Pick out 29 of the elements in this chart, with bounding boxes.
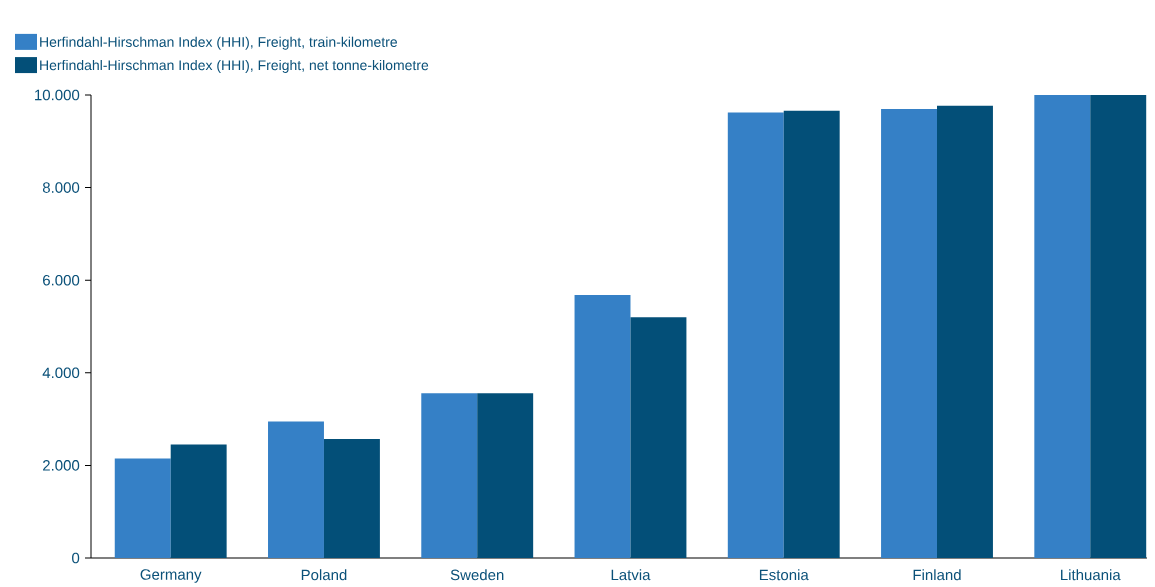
y-tick-label: 6.000 xyxy=(43,274,80,286)
bar xyxy=(937,105,993,558)
bar xyxy=(1090,95,1147,558)
bar xyxy=(1034,95,1091,558)
bar xyxy=(574,295,631,558)
bar xyxy=(170,444,227,558)
y-tick-label: 8.000 xyxy=(42,182,80,193)
x-tick-label: Latvia xyxy=(611,569,651,581)
x-tick-label: Lithuania xyxy=(1061,569,1121,581)
y-tick-label: 2.000 xyxy=(43,460,80,471)
bar xyxy=(881,108,937,558)
bar xyxy=(477,393,534,558)
x-tick-label: Estonia xyxy=(759,569,809,581)
y-tick-label: 0 xyxy=(72,552,80,564)
x-tick-label: Germany xyxy=(140,569,202,583)
bar xyxy=(268,421,324,558)
bar xyxy=(727,112,784,558)
bar xyxy=(114,458,171,558)
bar xyxy=(421,393,478,558)
bar xyxy=(323,439,380,558)
x-tick-label: Sweden xyxy=(450,569,504,581)
y-tick-label: 4.000 xyxy=(42,367,80,379)
x-tick-label: Finland xyxy=(913,569,961,581)
bar xyxy=(783,110,840,558)
bar xyxy=(630,317,687,558)
x-tick-label: Poland xyxy=(301,569,347,581)
legend-label: Herfindahl-Hirschman Index (HHI), Freight, net tonne-kilometre xyxy=(40,59,429,73)
y-tick-label: 10.000 xyxy=(35,89,80,101)
legend-label: Herfindahl-Hirschman Index (HHI), Freight, train-kilometre xyxy=(40,36,397,50)
